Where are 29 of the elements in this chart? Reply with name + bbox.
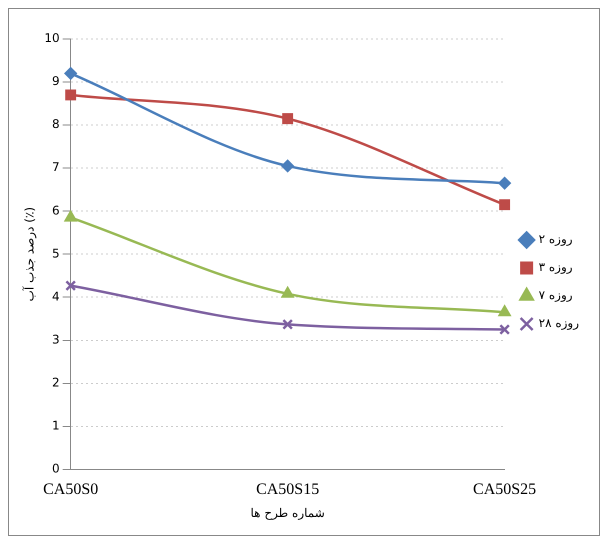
y-tick-label: 6 (52, 203, 60, 218)
y-tick-label: 5 (52, 246, 60, 260)
y-tick-label: 8 (52, 117, 60, 132)
x-tick-label: CA50S15 (256, 481, 320, 498)
x-tick-label: CA50S0 (43, 481, 98, 498)
point (65, 280, 76, 292)
point (282, 113, 294, 124)
point (65, 90, 76, 100)
legend-label: ۲۸ روزه (538, 316, 580, 330)
legend-label: ۷ روزه (538, 288, 573, 302)
point (499, 324, 510, 336)
y-tick-label: 9 (52, 74, 60, 88)
y-tick-label: 7 (52, 160, 60, 174)
point (281, 159, 294, 172)
y-tick-label: 2 (52, 375, 60, 390)
point (64, 66, 78, 80)
legend-label: ۲ روزه (538, 232, 573, 246)
point (499, 199, 510, 210)
x-tick-label: CA50S25 (473, 481, 536, 498)
y-tick-label: 0 (52, 462, 60, 476)
y-tick-label: 1 (52, 418, 60, 432)
y-axis-title: درصد جذب آب (٪) (21, 206, 36, 302)
y-tick-label: 3 (52, 332, 60, 346)
legend-label: ۳ روزه (538, 260, 573, 274)
x-axis-title: شماره طرح ها (250, 506, 325, 520)
point (498, 176, 512, 190)
point (282, 318, 294, 330)
y-tick-label: 4 (52, 289, 60, 304)
y-tick-label: 10 (44, 31, 60, 46)
